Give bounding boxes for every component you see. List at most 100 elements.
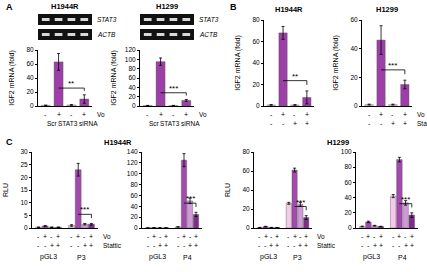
svg-text:20: 20: [26, 88, 34, 95]
svg-text:-: -: [172, 111, 175, 118]
svg-text:80: 80: [242, 148, 250, 155]
svg-text:-: -: [270, 120, 273, 127]
svg-text:140: 140: [127, 148, 138, 155]
svg-text:+: +: [56, 242, 60, 249]
svg-text:+: +: [89, 242, 93, 249]
svg-text:**: **: [68, 79, 74, 88]
svg-text:+: +: [264, 233, 268, 240]
svg-text:0: 0: [256, 102, 260, 109]
svg-text:+: +: [158, 242, 162, 249]
svg-text:H1944R: H1944R: [51, 2, 79, 11]
svg-text:H1299: H1299: [376, 5, 398, 14]
svg-text:+: +: [304, 242, 308, 249]
svg-text:40: 40: [130, 203, 138, 210]
svg-text:+: +: [269, 242, 273, 249]
svg-text:5: 5: [24, 212, 28, 219]
svg-text:10: 10: [20, 199, 28, 206]
svg-text:60: 60: [252, 38, 260, 45]
svg-text:80: 80: [26, 46, 34, 53]
svg-text:+: +: [83, 242, 87, 249]
svg-text:B: B: [230, 2, 237, 12]
svg-text:H1944R: H1944R: [104, 138, 132, 147]
svg-text:60: 60: [128, 74, 136, 81]
svg-text:-: -: [189, 233, 192, 240]
svg-text:**: **: [292, 72, 298, 81]
svg-text:A: A: [6, 2, 13, 12]
svg-text:Stattic: Stattic: [417, 120, 427, 127]
svg-text:100: 100: [127, 170, 138, 177]
svg-text:-: -: [147, 242, 150, 249]
svg-text:0: 0: [24, 224, 28, 231]
svg-text:Vo: Vo: [317, 233, 325, 240]
svg-text:-: -: [147, 233, 150, 240]
svg-text:P4: P4: [398, 254, 407, 261]
svg-text:20: 20: [130, 213, 138, 220]
svg-text:80: 80: [252, 16, 260, 23]
svg-text:-: -: [380, 120, 383, 127]
svg-text:P4: P4: [183, 254, 192, 261]
svg-text:+: +: [366, 233, 370, 240]
svg-text:40: 40: [26, 74, 34, 81]
svg-text:+: +: [305, 120, 309, 127]
svg-text:120: 120: [125, 46, 136, 53]
svg-text:-: -: [264, 242, 267, 249]
svg-text:IGF2 mRNA (fold): IGF2 mRNA (fold): [234, 35, 242, 91]
svg-text:-: -: [70, 111, 73, 118]
svg-text:+: +: [403, 111, 407, 118]
svg-text:0: 0: [354, 102, 358, 109]
svg-text:+: +: [82, 111, 86, 118]
svg-text:0: 0: [132, 102, 136, 109]
svg-text:***: ***: [296, 198, 305, 207]
svg-text:-: -: [293, 242, 296, 249]
svg-text:pGL3: pGL3: [40, 253, 57, 261]
svg-text:+: +: [391, 120, 395, 127]
svg-text:IGF2 mRNA (fold): IGF2 mRNA (fold): [110, 50, 118, 106]
svg-text:Vo: Vo: [103, 233, 111, 240]
svg-text:-: -: [159, 233, 162, 240]
svg-text:+: +: [410, 242, 414, 249]
svg-text:-: -: [361, 242, 364, 249]
svg-text:IGF2 mRNA (fold): IGF2 mRNA (fold): [332, 35, 340, 91]
svg-text:***: ***: [388, 61, 397, 70]
svg-text:120: 120: [127, 159, 138, 166]
svg-text:20: 20: [252, 81, 260, 88]
svg-text:-: -: [368, 120, 371, 127]
svg-text:RLU: RLU: [224, 183, 231, 197]
svg-text:60: 60: [242, 167, 250, 174]
svg-text:H1944R: H1944R: [275, 5, 303, 14]
svg-text:***: ***: [80, 205, 89, 214]
svg-text:pGL3: pGL3: [363, 253, 380, 261]
svg-text:-: -: [258, 233, 261, 240]
svg-text:+: +: [379, 242, 383, 249]
svg-text:-: -: [368, 111, 371, 118]
svg-text:+: +: [89, 233, 93, 240]
svg-text:15: 15: [20, 186, 28, 193]
svg-text:pGL3: pGL3: [260, 253, 277, 261]
svg-text:-: -: [367, 242, 370, 249]
svg-text:-: -: [44, 242, 47, 249]
svg-text:60: 60: [130, 192, 138, 199]
svg-text:+: +: [188, 242, 192, 249]
svg-text:-: -: [361, 233, 364, 240]
svg-text:-: -: [270, 233, 273, 240]
svg-text:20: 20: [350, 74, 358, 81]
svg-text:80: 80: [128, 65, 136, 72]
svg-text:-: -: [183, 242, 186, 249]
svg-text:40: 40: [242, 186, 250, 193]
svg-text:P3: P3: [293, 254, 302, 261]
svg-text:***: ***: [186, 194, 195, 203]
svg-text:-: -: [44, 111, 47, 118]
svg-text:-: -: [83, 233, 86, 240]
svg-text:40: 40: [350, 45, 358, 52]
svg-text:+: +: [43, 233, 47, 240]
svg-text:-: -: [153, 242, 156, 249]
svg-text:+: +: [57, 111, 61, 118]
svg-text:+: +: [164, 242, 168, 249]
svg-text:-: -: [391, 111, 394, 118]
svg-text:-: -: [293, 111, 296, 118]
svg-text:0: 0: [348, 224, 352, 231]
svg-text:STAT3 siRNA: STAT3 siRNA: [58, 120, 98, 127]
svg-text:+: +: [275, 242, 279, 249]
svg-text:+: +: [379, 111, 383, 118]
svg-text:IGF2 mRNA (fold): IGF2 mRNA (fold): [8, 50, 16, 106]
